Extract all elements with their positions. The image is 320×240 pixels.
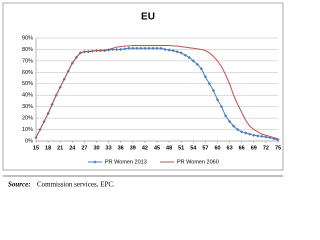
y-tick-label: 30% bbox=[22, 104, 33, 110]
y-tick-label: 70% bbox=[22, 58, 33, 64]
chart-frame bbox=[2, 2, 284, 171]
point bbox=[127, 46, 131, 50]
point bbox=[223, 114, 228, 118]
point bbox=[143, 46, 147, 50]
x-tick-label: 54 bbox=[190, 145, 197, 151]
point bbox=[151, 46, 155, 50]
x-tick-label: 33 bbox=[106, 145, 112, 151]
x-tick-label: 21 bbox=[57, 145, 63, 151]
point bbox=[264, 135, 268, 139]
point bbox=[240, 130, 244, 134]
y-tick-label: 90% bbox=[22, 35, 33, 41]
x-tick-label: 75 bbox=[275, 145, 281, 151]
point bbox=[163, 47, 167, 52]
point bbox=[102, 48, 107, 53]
x-tick-label: 42 bbox=[142, 145, 148, 151]
x-tick-label: 36 bbox=[118, 145, 124, 151]
point bbox=[215, 98, 220, 102]
point bbox=[260, 134, 264, 139]
point bbox=[248, 132, 252, 136]
x-tick-label: 66 bbox=[239, 145, 245, 151]
point bbox=[147, 46, 151, 50]
point bbox=[187, 55, 191, 60]
x-tick-label: 30 bbox=[93, 145, 99, 151]
point bbox=[219, 105, 224, 109]
point bbox=[252, 133, 256, 137]
point bbox=[228, 119, 232, 124]
point bbox=[179, 51, 183, 55]
y-tick-label: 60% bbox=[22, 70, 33, 76]
x-tick-label: 60 bbox=[214, 145, 220, 151]
chart-title: EU bbox=[141, 12, 155, 23]
source-text: Commission services, EPC. bbox=[37, 181, 115, 189]
point bbox=[276, 138, 280, 142]
y-tick-label: 0% bbox=[25, 138, 33, 144]
x-tick-label: 69 bbox=[251, 145, 257, 151]
point bbox=[155, 46, 159, 50]
point bbox=[115, 47, 119, 52]
point bbox=[268, 135, 272, 140]
y-tick-label: 20% bbox=[22, 116, 33, 122]
point bbox=[119, 47, 123, 52]
point bbox=[167, 48, 171, 52]
x-tick-label: 45 bbox=[154, 145, 160, 151]
point bbox=[195, 62, 199, 66]
point bbox=[232, 124, 236, 128]
series-line bbox=[35, 44, 279, 140]
point bbox=[139, 46, 143, 50]
point bbox=[171, 48, 175, 53]
point bbox=[123, 47, 127, 51]
x-tick-label: 15 bbox=[33, 145, 39, 151]
y-tick-label: 10% bbox=[22, 127, 33, 133]
x-tick-label: 18 bbox=[45, 145, 51, 151]
x-tick-label: 27 bbox=[81, 145, 87, 151]
point bbox=[203, 75, 207, 79]
source-label: Source: bbox=[8, 181, 31, 189]
legend-label: PR Women 2013 bbox=[105, 159, 147, 165]
y-tick-label: 50% bbox=[22, 81, 33, 87]
x-tick-label: 51 bbox=[178, 145, 184, 151]
x-tick-label: 24 bbox=[69, 145, 76, 151]
point bbox=[244, 131, 248, 135]
point bbox=[256, 134, 260, 138]
x-tick-label: 39 bbox=[130, 145, 136, 151]
point bbox=[135, 46, 139, 50]
point bbox=[175, 50, 179, 54]
x-tick-label: 72 bbox=[263, 145, 269, 151]
x-tick-label: 57 bbox=[202, 145, 208, 151]
point bbox=[86, 50, 91, 54]
point bbox=[199, 67, 203, 71]
legend-label: PR Women 2060 bbox=[177, 159, 219, 165]
y-tick-label: 40% bbox=[22, 93, 33, 99]
legend-marker bbox=[93, 160, 97, 164]
point bbox=[111, 47, 115, 52]
point bbox=[207, 82, 212, 86]
point bbox=[159, 46, 163, 50]
point bbox=[131, 46, 135, 50]
point bbox=[211, 89, 216, 93]
point bbox=[183, 53, 187, 57]
point bbox=[191, 59, 195, 63]
x-tick-label: 48 bbox=[166, 145, 172, 151]
y-tick-label: 80% bbox=[22, 47, 33, 53]
point bbox=[236, 127, 240, 132]
x-tick-label: 63 bbox=[227, 145, 233, 151]
chart: EU Source: Commission services, EPC. 0%1… bbox=[2, 2, 284, 189]
